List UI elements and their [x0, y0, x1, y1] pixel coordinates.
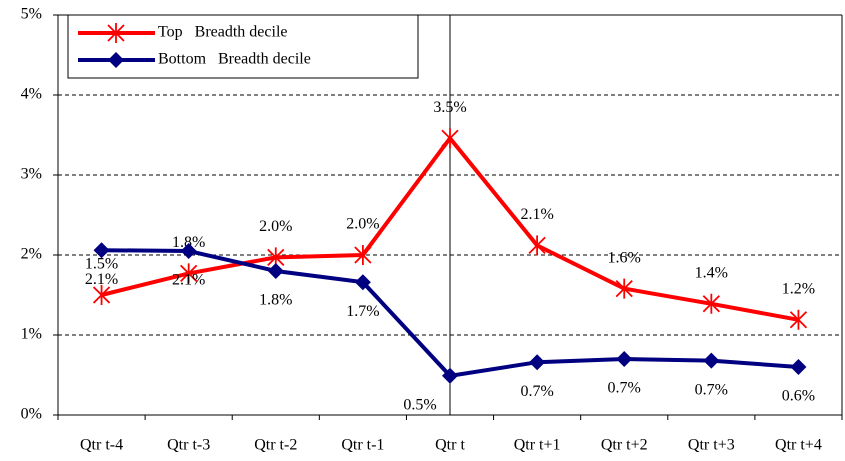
marker	[703, 352, 720, 369]
marker	[529, 354, 546, 371]
x-tick-label: Qtr t+1	[514, 437, 561, 454]
y-tick-label: 3%	[21, 166, 42, 183]
data-label: 0.5%	[403, 396, 436, 413]
data-label: 1.5%	[85, 256, 118, 273]
data-label: 0.7%	[520, 383, 553, 400]
data-label: 0.7%	[695, 381, 728, 398]
x-tick-label: Qtr t+4	[775, 437, 822, 454]
x-tick-label: Qtr t-2	[254, 437, 297, 454]
legend-box	[67, 14, 419, 79]
y-tick-label: 5%	[21, 6, 42, 23]
data-label: 3.5%	[433, 99, 466, 116]
data-label: 2.1%	[85, 271, 118, 288]
data-label: 0.7%	[608, 380, 641, 397]
marker	[528, 235, 546, 256]
y-tick-label: 4%	[21, 86, 42, 103]
marker	[354, 274, 371, 291]
marker	[790, 359, 807, 375]
marker	[180, 263, 198, 284]
data-label: 0.6%	[782, 388, 815, 405]
marker	[108, 52, 124, 68]
y-tick-label: 2%	[21, 246, 42, 263]
data-label: 2.1%	[520, 206, 553, 223]
data-label: 1.8%	[172, 234, 205, 251]
x-tick-label: Qtr t-4	[80, 437, 123, 454]
marker	[180, 243, 197, 259]
marker	[267, 263, 284, 279]
data-label: 1.2%	[782, 280, 815, 297]
legend-label: Top Breadth decile	[158, 24, 288, 41]
x-tick-label: Qtr t+2	[601, 437, 648, 454]
x-tick-label: Qtr t-1	[341, 437, 384, 454]
marker	[616, 351, 633, 367]
data-label: 2.0%	[259, 218, 292, 235]
marker	[354, 245, 372, 265]
x-tick-label: Qtr t-3	[167, 437, 210, 454]
data-label: 1.7%	[346, 303, 379, 320]
x-tick-label: Qtr t+3	[688, 437, 735, 454]
marker	[92, 285, 111, 305]
marker	[441, 128, 459, 149]
legend-label: Bottom Breadth decile	[158, 51, 311, 68]
data-label: 1.4%	[695, 264, 728, 281]
data-label: 2.1%	[172, 272, 205, 289]
marker	[615, 278, 633, 299]
data-label: 2.0%	[346, 216, 379, 233]
marker	[107, 23, 125, 43]
x-tick-label: Qtr t	[435, 437, 465, 454]
data-label: 1.8%	[259, 292, 292, 309]
marker	[442, 367, 458, 384]
marker	[702, 293, 720, 314]
y-tick-label: 1%	[21, 326, 42, 343]
marker	[789, 309, 808, 330]
marker	[93, 242, 110, 259]
data-label: 1.6%	[608, 249, 641, 266]
y-tick-label: 0%	[21, 406, 42, 423]
